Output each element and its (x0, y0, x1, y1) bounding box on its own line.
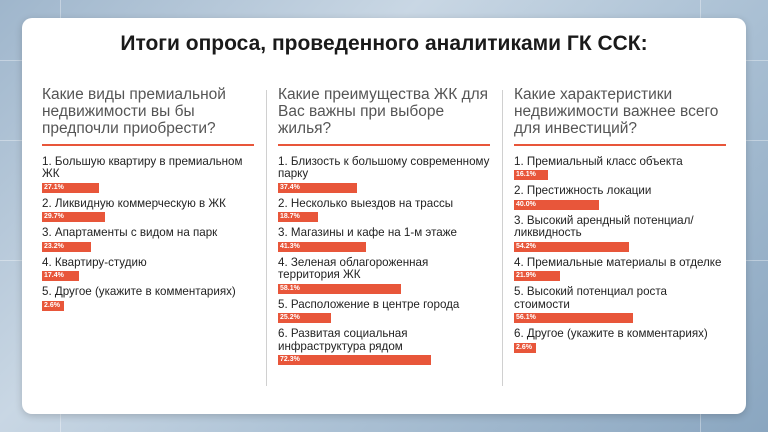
answer-item: 1. Большую квартиру в премиальном ЖК 27.1… (42, 154, 254, 193)
divider (514, 144, 726, 146)
answer-item: 2. Престижность локации 40.0% (514, 184, 726, 210)
result-value-label: 27.1% (44, 183, 64, 191)
answer-item: 6. Другое (укажите в комментариях) 2.6% (514, 327, 726, 353)
survey-column-1: Какие виды премиальной недвижимости вы б… (42, 86, 254, 316)
answer-list: 1. Большую квартиру в премиальном ЖК 27.1… (42, 154, 254, 311)
answer-label: 5. Высокий потенциал роста стоимости (514, 285, 667, 311)
result-bar: 56.1% (514, 313, 633, 323)
result-bar: 58.1% (278, 283, 402, 294)
result-value-label: 2.6% (44, 301, 60, 309)
answer-item: 1. Близость к большому современному парк… (278, 154, 490, 193)
result-value-label: 56.1% (516, 314, 536, 321)
result-value-label: 2.6% (516, 343, 532, 351)
survey-column-2: Какие преимущества ЖК для Вас важны при … (278, 86, 490, 370)
result-bar: 27.1% (42, 182, 100, 193)
answer-item: 5. Расположение в центре города 25.2% (278, 297, 490, 323)
answer-label: 6. Другое (укажите в комментариях) (514, 327, 708, 340)
result-bar: 41.3% (278, 241, 366, 252)
answer-label: 4. Квартиру-студию (42, 255, 147, 269)
answer-item: 5. Другое (укажите в комментариях) 2.6% (42, 285, 254, 311)
answer-label: 2. Престижность локации (514, 184, 652, 197)
answer-label: 6. Развитая социальная инфраструктура ря… (278, 327, 408, 353)
answer-label: 5. Другое (укажите в комментариях) (42, 285, 236, 298)
answer-item: 3. Высокий арендный потенциал/ ликвиднос… (514, 213, 726, 252)
result-bar: 21.9% (514, 271, 561, 281)
survey-column-3: Какие характеристики недвижимости важнее… (514, 86, 726, 358)
answer-label: 3. Магазины и кафе на 1-м этаже (278, 226, 457, 239)
answer-label: 2. Ликвидную коммерческую в ЖК (42, 196, 226, 210)
result-bar: 18.7% (278, 212, 318, 222)
answer-item: 4. Премиальные материалы в отделке 21.9% (514, 255, 726, 281)
answer-label: 1. Близость к большому современному парк… (278, 154, 490, 180)
answer-label: 3. Высокий арендный потенциал/ ликвиднос… (514, 213, 694, 239)
answer-label: 1. Большую квартиру в премиальном ЖК (42, 154, 243, 180)
answer-item: 2. Ликвидную коммерческую в ЖК 29.7% (42, 196, 254, 222)
divider (42, 144, 254, 146)
result-value-label: 23.2% (44, 242, 64, 250)
answer-item: 2. Несколько выездов на трассы 18.7% (278, 196, 490, 222)
result-value-label: 25.2% (280, 314, 300, 321)
answer-item: 4. Зеленая облагороженная территория ЖК 5… (278, 255, 490, 294)
result-value-label: 54.2% (516, 242, 536, 250)
question-heading: Какие характеристики недвижимости важнее… (514, 86, 719, 137)
answer-item: 3. Апартаменты с видом на парк 23.2% (42, 226, 254, 252)
column-separator (266, 90, 267, 386)
answer-label: 3. Апартаменты с видом на парк (42, 226, 218, 239)
answer-list: 1. Близость к большому современному парк… (278, 154, 490, 365)
result-value-label: 72.3% (280, 356, 300, 363)
result-bar: 54.2% (514, 241, 629, 252)
answer-label: 2. Несколько выездов на трассы (278, 196, 454, 210)
result-bar: 2.6% (42, 300, 64, 311)
question-heading: Какие виды премиальной недвижимости вы б… (42, 86, 226, 137)
result-bar: 40.0% (514, 199, 599, 210)
answer-item: 1. Премиальный класс объекта 16.1% (514, 154, 726, 180)
page-title: Итоги опроса, проведенного аналитиками Г… (120, 32, 648, 55)
result-bar: 16.1% (514, 170, 549, 180)
answer-item: 5. Высокий потенциал роста стоимости 56.1… (514, 285, 726, 323)
answer-label: 5. Расположение в центре города (278, 297, 460, 311)
result-bar: 37.4% (278, 182, 358, 193)
answer-list: 1. Премиальный класс объекта 16.1% 2. Прес… (514, 154, 726, 353)
answer-label: 4. Зеленая облагороженная территория ЖК (278, 255, 429, 281)
result-value-label: 18.7% (280, 213, 300, 220)
question-heading: Какие преимущества ЖК для Вас важны при … (278, 86, 489, 137)
result-bar: 23.2% (42, 241, 92, 252)
result-bar: 25.2% (278, 313, 332, 323)
survey-card: Итоги опроса, проведенного аналитиками Г… (22, 18, 746, 414)
column-separator (502, 90, 503, 386)
result-value-label: 29.7% (44, 213, 64, 220)
divider (278, 144, 490, 146)
result-value-label: 37.4% (280, 183, 300, 191)
answer-label: 4. Премиальные материалы в отделке (514, 255, 722, 269)
answer-label: 1. Премиальный класс объекта (514, 154, 683, 168)
result-value-label: 40.0% (516, 200, 536, 208)
answer-item: 6. Развитая социальная инфраструктура ря… (278, 327, 490, 365)
result-value-label: 21.9% (516, 272, 536, 279)
result-value-label: 17.4% (44, 272, 64, 279)
result-bar: 17.4% (42, 271, 79, 281)
result-bar: 72.3% (278, 355, 432, 365)
result-bar: 29.7% (42, 212, 105, 222)
result-value-label: 58.1% (280, 284, 300, 292)
result-bar: 2.6% (514, 342, 536, 353)
answer-item: 3. Магазины и кафе на 1-м этаже 41.3% (278, 226, 490, 252)
result-value-label: 16.1% (516, 171, 536, 178)
result-value-label: 41.3% (280, 242, 300, 250)
answer-item: 4. Квартиру-студию 17.4% (42, 255, 254, 281)
